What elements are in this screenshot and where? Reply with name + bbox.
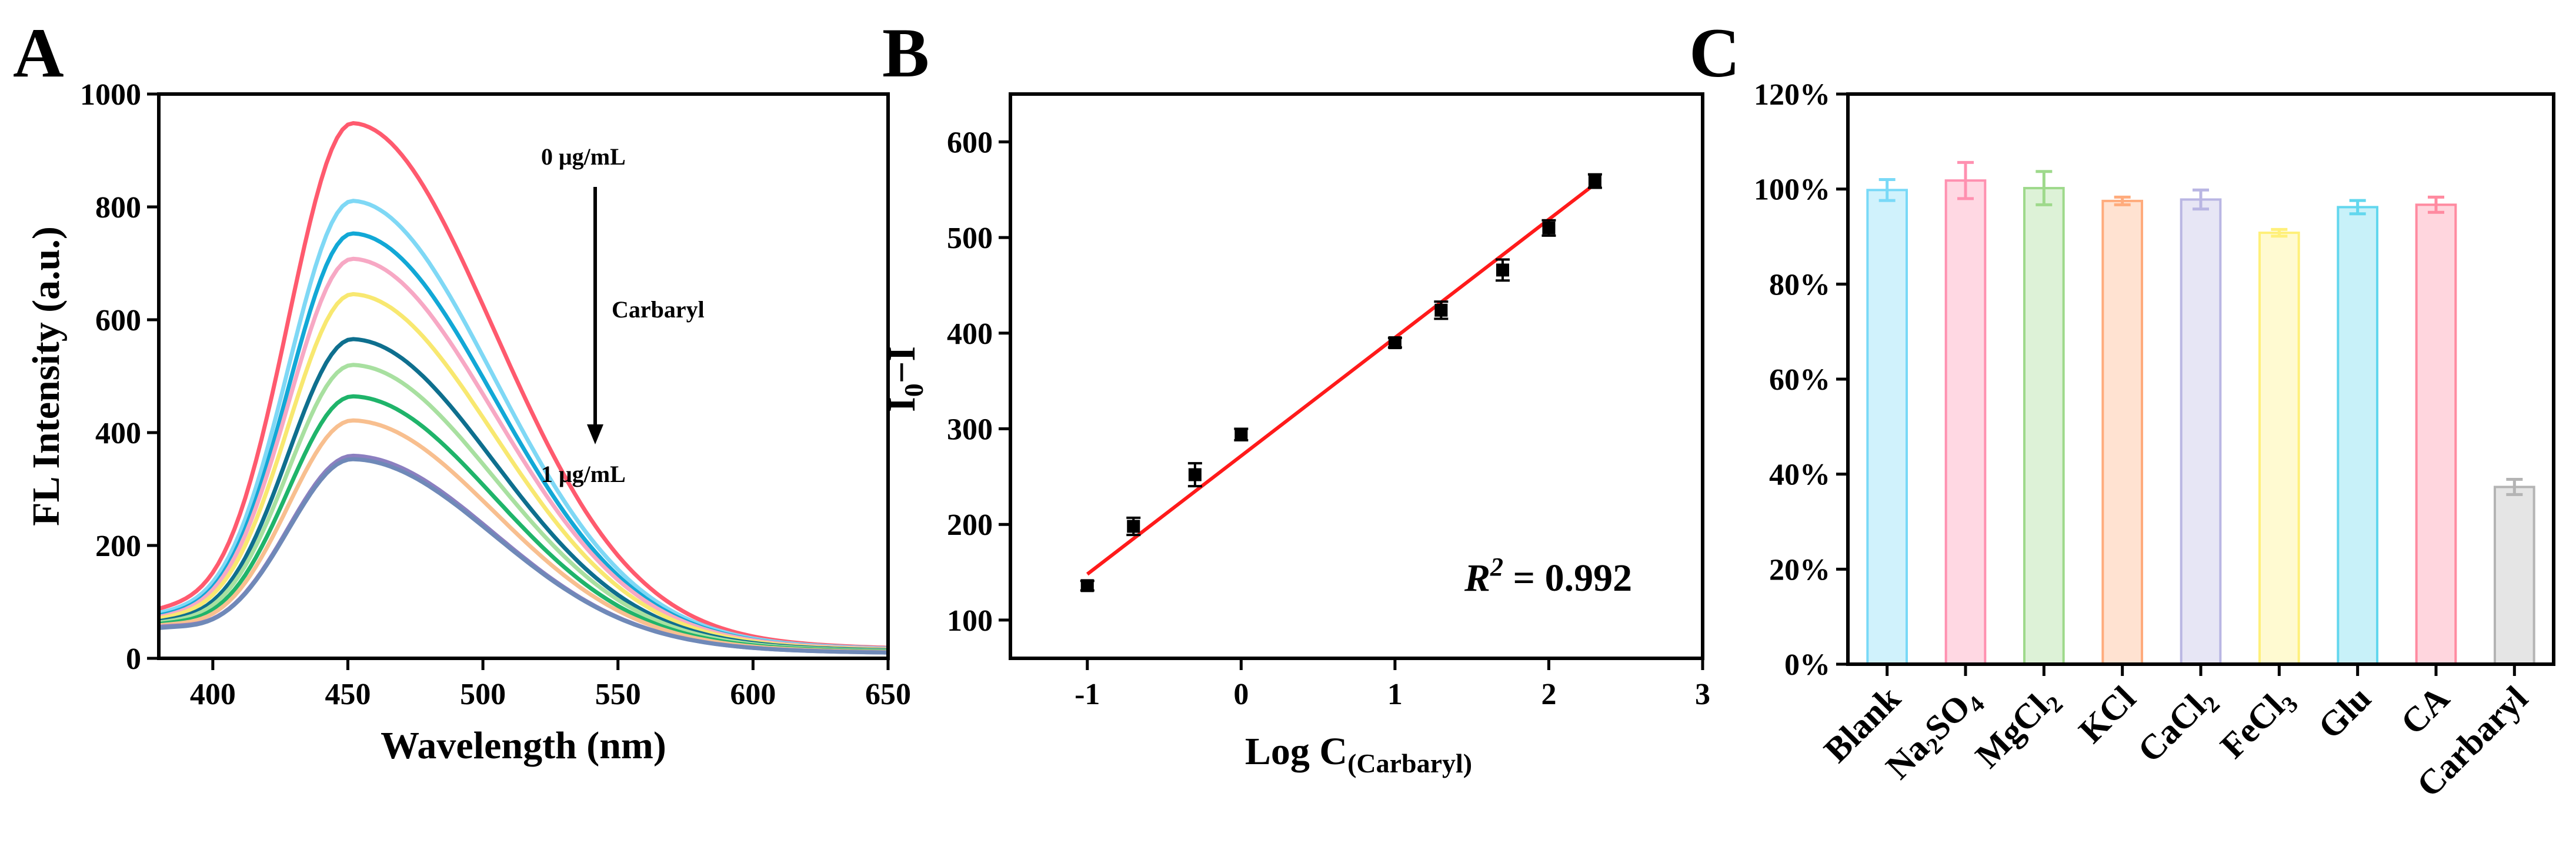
y-axis-title: FL Intensity (a.u.)	[25, 226, 68, 526]
y-axis-title-subscript: 0	[899, 383, 929, 397]
data-point	[1080, 579, 1094, 592]
panel-b-calibration-chart: -1 0 1 2 3 100 200 300 400 500 600 Log C(Carbaryl)…	[880, 92, 1710, 778]
x-tick-label: 400	[190, 678, 236, 711]
y-tick-label: 200	[947, 508, 993, 542]
x-axis-title-main: Log C	[1245, 730, 1347, 773]
y-tick-label: 800	[95, 191, 141, 225]
y-tick-label: 400	[947, 317, 993, 351]
bar	[2337, 206, 2378, 665]
panel-a-spectra-chart: 400 450 500 550 600 650 0 200 400 600 800 1000 Wave…	[25, 78, 911, 767]
bar	[1944, 179, 1987, 666]
category-label: CA	[2393, 679, 2457, 742]
bar	[2415, 203, 2457, 665]
x-tick-label: 650	[865, 678, 911, 711]
y-tick-label: 60%	[1769, 363, 1830, 397]
x-tick-label: 550	[595, 678, 641, 711]
data-point	[1496, 263, 1509, 277]
y-axis-title-rest: −I	[880, 346, 923, 383]
data-point	[1588, 175, 1601, 188]
category-label: MgCl2	[1968, 679, 2068, 779]
category-label: CaCl2	[2130, 679, 2225, 774]
y-tick-label: 600	[95, 304, 141, 337]
panel-label-c: C	[1689, 14, 1740, 92]
bar	[2258, 232, 2300, 665]
axis-ticks: 0% 20% 40% 60% 80% 100% 120%	[1754, 78, 2516, 682]
category-label-part: CA	[2393, 679, 2457, 742]
y-axis-title: I0−I	[880, 346, 929, 412]
data-point	[1388, 336, 1402, 350]
r-squared-label: R2 = 0.992	[1464, 553, 1632, 600]
r-squared-value: = 0.992	[1503, 557, 1632, 600]
bar	[2494, 486, 2535, 665]
spectrum-line	[158, 120, 889, 650]
x-axis-title: Log C(Carbaryl)	[1245, 730, 1472, 778]
r-squared-symbol: R	[1464, 557, 1490, 600]
bar	[1866, 189, 1908, 665]
annotation-middle: Carbaryl	[612, 296, 705, 323]
spectrum-line	[158, 457, 889, 655]
x-tick-label: -1	[1075, 678, 1100, 711]
bars	[1866, 160, 2535, 666]
y-tick-label: 100%	[1754, 173, 1830, 207]
y-tick-label: 600	[947, 126, 993, 159]
y-tick-label: 100	[947, 604, 993, 638]
x-axis-title-subscript: (Carbaryl)	[1347, 748, 1472, 778]
x-tick-label: 600	[730, 678, 776, 711]
y-tick-label: 300	[947, 413, 993, 446]
y-tick-label: 200	[95, 530, 141, 563]
spectra-curves	[158, 120, 889, 655]
panel-label-a: A	[13, 14, 64, 92]
x-tick-label: 450	[325, 678, 371, 711]
annotation-bottom: 1 μg/mL	[541, 461, 626, 487]
category-label-part: Glu	[2311, 679, 2378, 746]
y-axis-title-i: I	[880, 397, 923, 412]
x-tick-label: 1	[1387, 678, 1403, 711]
y-tick-label: 40%	[1769, 458, 1830, 492]
y-tick-label: 400	[95, 417, 141, 450]
x-tick-label: 2	[1541, 678, 1556, 711]
axis-ticks: -1 0 1 2 3 100 200 300 400 500 600	[947, 126, 1710, 711]
plot-frame	[1009, 92, 1704, 660]
axis-ticks: 400 450 500 550 600 650 0 200 400 600 800 1000	[80, 78, 911, 711]
x-tick-label: 0	[1233, 678, 1249, 711]
category-label: FeCl3	[2213, 679, 2304, 769]
y-tick-label: 20%	[1769, 553, 1830, 587]
bar	[2180, 198, 2222, 665]
x-axis-title: Wavelength (nm)	[381, 724, 666, 767]
data-point	[1234, 428, 1248, 441]
y-tick-label: 120%	[1754, 78, 1830, 112]
fit-line	[1086, 182, 1596, 576]
y-tick-label: 1000	[80, 78, 141, 112]
data-point	[1127, 520, 1140, 533]
bar	[2101, 199, 2143, 665]
data-point	[1434, 303, 1448, 317]
x-tick-label: 3	[1695, 678, 1710, 711]
linear-fit-line	[1086, 182, 1596, 576]
x-tick-label: 500	[460, 678, 506, 711]
y-tick-label: 0%	[1784, 648, 1830, 682]
trend-arrow-head	[587, 424, 603, 444]
data-point	[1542, 221, 1556, 235]
y-tick-label: 500	[947, 222, 993, 255]
annotation-top: 0 μg/mL	[541, 143, 626, 170]
spectrum-line	[158, 337, 889, 652]
category-label: Glu	[2311, 679, 2378, 746]
r-squared-exponent: 2	[1490, 553, 1503, 581]
data-points	[1080, 173, 1602, 592]
y-tick-label: 80%	[1769, 268, 1830, 302]
data-point	[1188, 468, 1202, 481]
plot-frame	[157, 92, 890, 660]
panel-label-b: B	[882, 14, 929, 92]
spectrum-line	[158, 199, 889, 651]
y-tick-label: 0	[126, 642, 141, 676]
bar	[2023, 187, 2065, 665]
